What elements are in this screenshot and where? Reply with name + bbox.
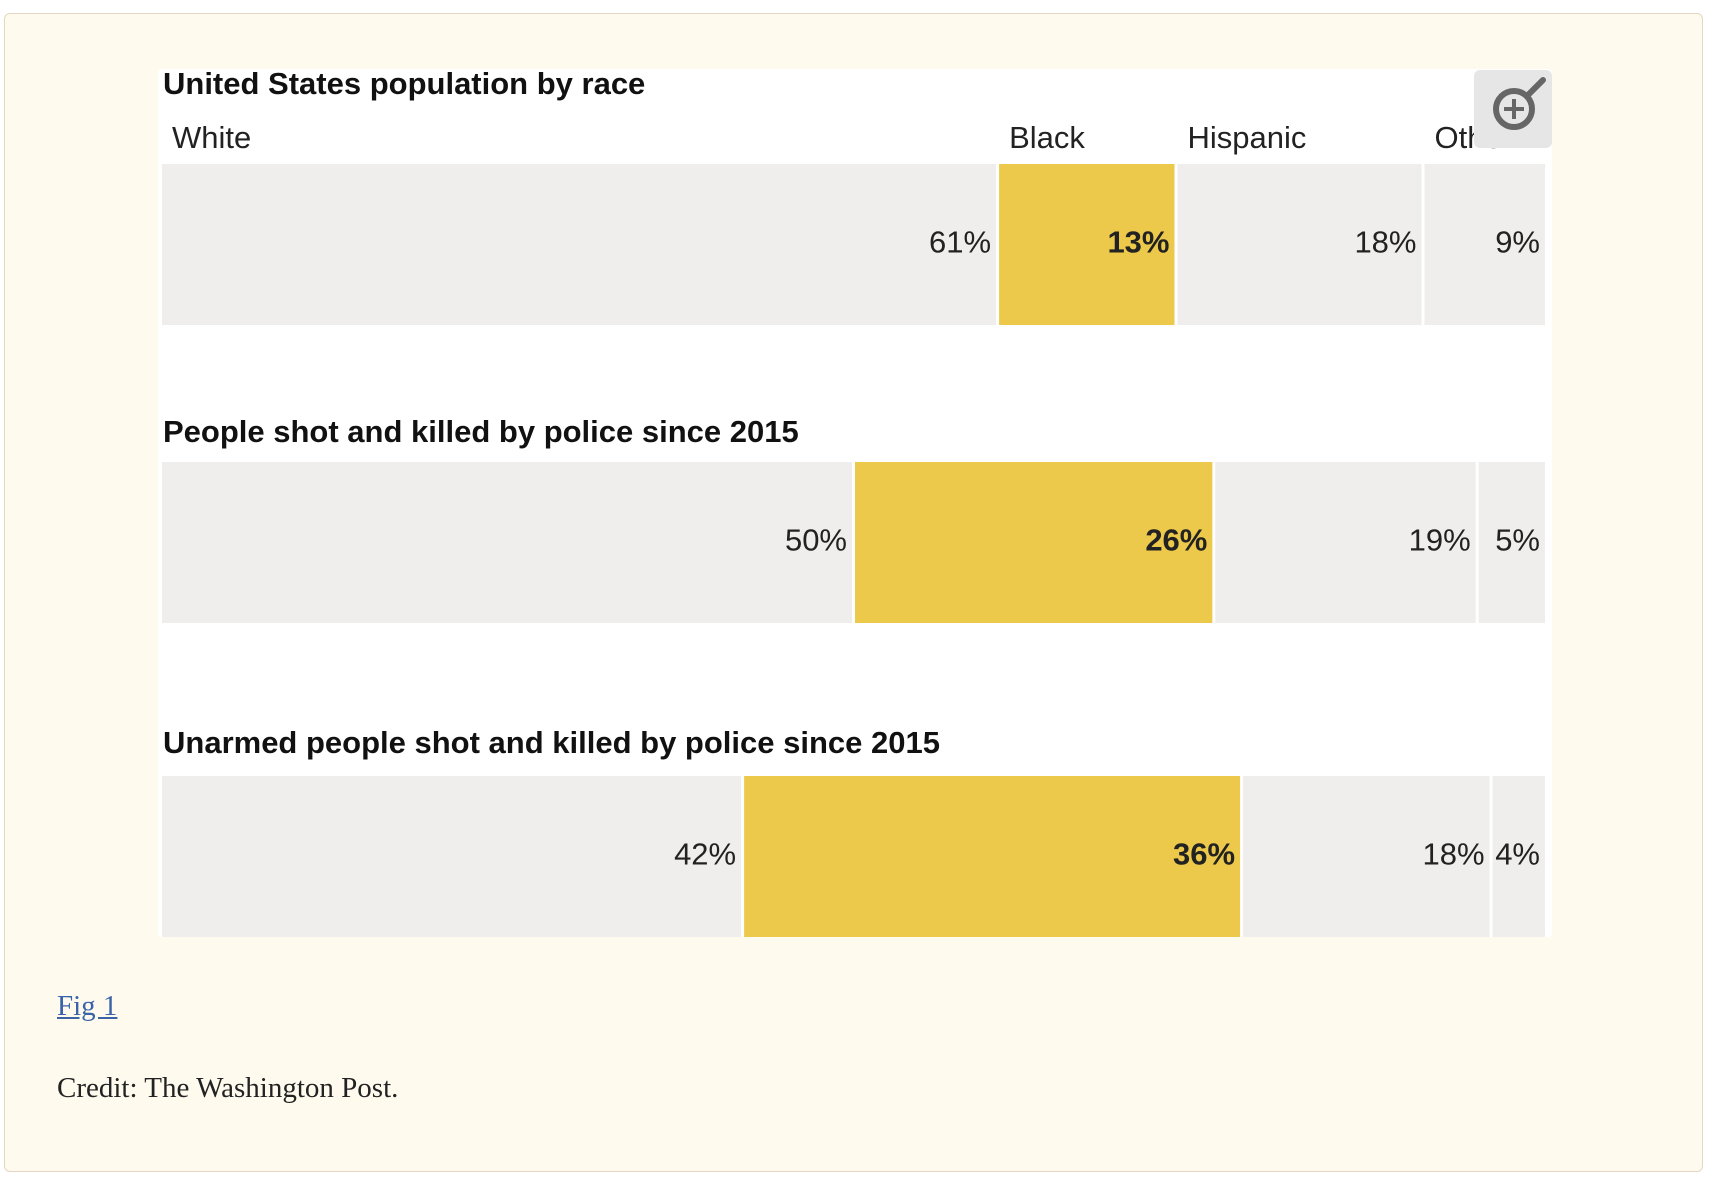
bar-segment — [1424, 164, 1545, 325]
bar-segment — [1177, 164, 1422, 325]
value-label: 26% — [1145, 523, 1207, 558]
value-label: 4% — [1495, 837, 1540, 872]
value-label: 9% — [1495, 225, 1540, 260]
bar-segment — [162, 462, 852, 623]
value-label: 18% — [1354, 225, 1416, 260]
row-title: Unarmed people shot and killed by police… — [163, 725, 940, 760]
bar-segment — [1492, 776, 1545, 937]
row-title: People shot and killed by police since 2… — [163, 414, 799, 449]
zoom-button[interactable] — [1474, 70, 1552, 148]
zoom-lens — [1493, 88, 1535, 130]
value-label: 50% — [785, 523, 847, 558]
value-label: 5% — [1495, 523, 1540, 558]
value-label: 19% — [1409, 523, 1471, 558]
bar-segment — [999, 164, 1175, 325]
bar-segment — [1478, 462, 1545, 623]
row-title: United States population by race — [163, 66, 645, 101]
bar-segment — [744, 776, 1241, 937]
value-label: 42% — [674, 837, 736, 872]
legend-label: White — [172, 120, 251, 155]
bar-segment — [162, 776, 742, 937]
bar-segment — [162, 164, 997, 325]
credit: Credit: The Washington Post. — [57, 1072, 399, 1104]
value-label: 61% — [929, 225, 991, 260]
legend-label: Hispanic — [1187, 120, 1306, 155]
value-label: 13% — [1107, 225, 1169, 260]
bar-segment — [855, 462, 1213, 623]
value-label: 36% — [1173, 837, 1235, 872]
legend-label: Black — [1009, 120, 1085, 155]
bar-segment — [1215, 462, 1476, 623]
zoom-handle — [1524, 77, 1546, 99]
figure-link[interactable]: Fig 1 — [57, 990, 118, 1022]
bar-segment — [1243, 776, 1490, 937]
value-label: 18% — [1423, 837, 1485, 872]
